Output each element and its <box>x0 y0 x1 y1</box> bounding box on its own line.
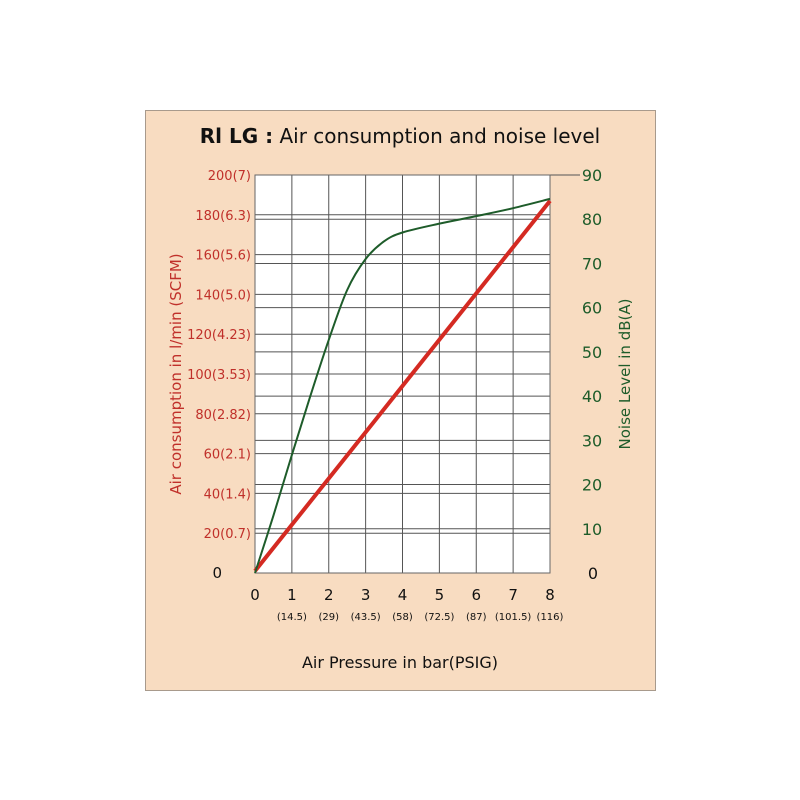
x-tick-label: 7 <box>508 586 518 604</box>
x-sub-tick-label: (101.5) <box>495 612 532 623</box>
y-right-tick-label: 20 <box>582 476 602 495</box>
x-tick-label: 1 <box>287 586 297 604</box>
y-right-tick-label: 40 <box>582 387 602 406</box>
y-left-tick-label: 180(6.3) <box>195 209 251 224</box>
plot-border <box>254 174 551 574</box>
x-tick-label: 0 <box>250 586 260 604</box>
y-right-tick-label: 80 <box>582 210 602 229</box>
y-right-tick-label: 90 <box>582 166 602 185</box>
y-right-tick-label: 30 <box>582 431 602 450</box>
x-tick-label: 4 <box>398 586 408 604</box>
y-right-tick-label: 60 <box>582 299 602 318</box>
air-consumption-line <box>253 199 552 573</box>
x-tick-label: 3 <box>361 586 371 604</box>
y-right-tick-label: 0 <box>588 564 598 583</box>
title-bold: Rl LG : <box>200 124 273 148</box>
y-left-tick-label: 100(3.53) <box>187 368 251 383</box>
x-tick-label: 6 <box>471 586 481 604</box>
y-left-tick-label: 200(7) <box>208 169 251 184</box>
title-text: Air consumption and noise level <box>279 124 600 148</box>
x-axis-label: Air Pressure in bar(PSIG) <box>302 653 498 672</box>
x-tick-label: 5 <box>435 586 445 604</box>
y-right-tick-label: 70 <box>582 254 602 273</box>
x-sub-tick-label: (14.5) <box>277 612 307 623</box>
x-sub-tick-label: (72.5) <box>424 612 454 623</box>
x-sub-tick-label: (116) <box>537 612 564 623</box>
y-right-tick-label: 10 <box>582 520 602 539</box>
y-left-tick-label: 60(2.1) <box>204 448 251 463</box>
x-sub-tick-label: (87) <box>466 612 487 623</box>
y-right-axis-label: Noise Level in dB(A) <box>616 299 634 450</box>
y-left-tick-label: 120(4.23) <box>187 328 251 343</box>
y-left-tick-label: 140(5.0) <box>195 288 251 303</box>
y-left-tick-label: 80(2.82) <box>195 408 251 423</box>
x-tick-label: 2 <box>324 586 334 604</box>
x-sub-tick-label: (29) <box>318 612 339 623</box>
y-left-tick-label: 0 <box>212 564 222 582</box>
x-sub-tick-label: (43.5) <box>351 612 381 623</box>
chart-title: Rl LG : Air consumption and noise level <box>200 124 600 148</box>
noise-level-line <box>254 197 551 574</box>
x-tick-label: 8 <box>545 586 555 604</box>
y-right-tick-label: 50 <box>582 343 602 362</box>
y-left-tick-label: 40(1.4) <box>204 487 251 502</box>
y-left-tick-label: 20(0.7) <box>204 527 251 542</box>
x-sub-tick-label: (58) <box>392 612 413 623</box>
y-left-axis-label: Air consumption in l/min (SCFM) <box>167 253 185 494</box>
y-left-tick-label: 160(5.6) <box>195 249 251 264</box>
